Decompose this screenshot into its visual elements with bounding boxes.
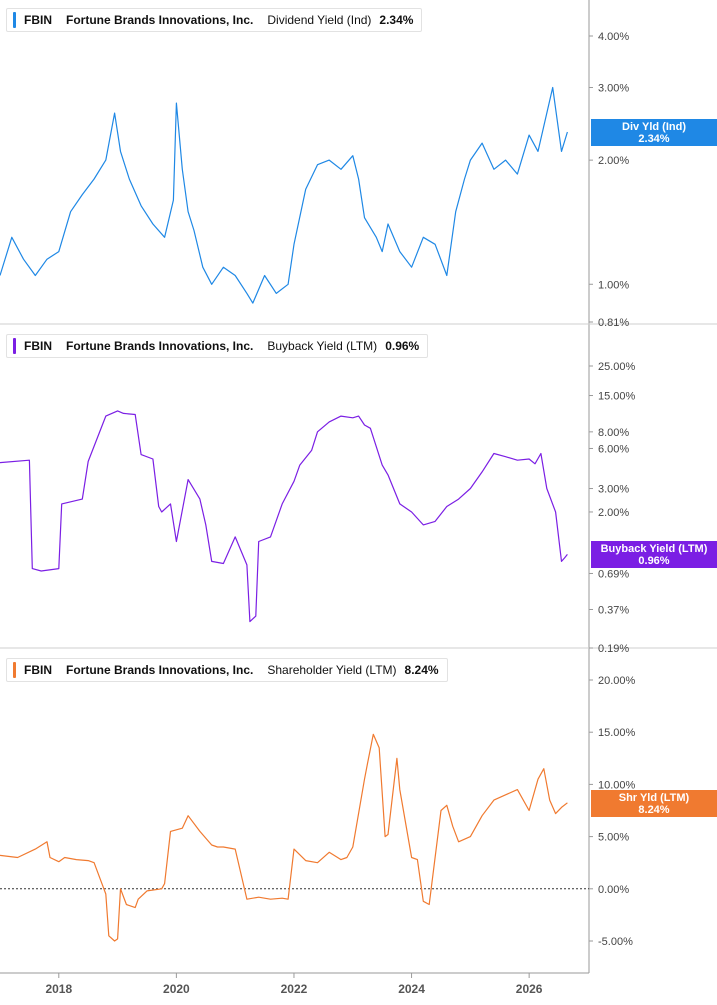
y-tick-label: 15.00% <box>598 391 636 403</box>
legend-value: 8.24% <box>404 663 439 677</box>
legend-dividend-yield: FBIN Fortune Brands Innovations, Inc. Di… <box>6 8 423 32</box>
y-tick-label: 2.00% <box>598 155 629 167</box>
y-tick-label: 0.69% <box>598 568 629 580</box>
legend-ticker: FBIN <box>24 13 52 27</box>
legend-metric: Buyback Yield (LTM) <box>267 339 378 353</box>
legend-company: Fortune Brands Innovations, Inc. <box>66 339 254 353</box>
y-tick-label: -5.00% <box>598 936 633 948</box>
y-tick-label: 25.00% <box>598 361 636 373</box>
legend-metric: Shareholder Yield (LTM) <box>267 663 397 677</box>
y-tick-label: 4.00% <box>598 31 629 43</box>
x-tick-label: 2020 <box>163 982 190 996</box>
legend-company: Fortune Brands Innovations, Inc. <box>66 663 254 677</box>
legend-buyback-yield: FBIN Fortune Brands Innovations, Inc. Bu… <box>6 334 429 358</box>
y-tick-label: 2.00% <box>598 507 629 519</box>
x-tick-label: 2018 <box>45 982 72 996</box>
y-tick-label: 8.00% <box>598 427 629 439</box>
y-tick-label: 6.00% <box>598 443 629 455</box>
tag-label: Shr Yld (LTM) <box>618 791 690 804</box>
y-tick-label: 0.37% <box>598 604 629 616</box>
legend-ticker: FBIN <box>24 663 52 677</box>
series-line-1 <box>0 410 568 623</box>
y-tick-label: 3.00% <box>598 484 629 496</box>
tag-value: 2.34% <box>638 132 670 145</box>
y-tick-label: 0.81% <box>598 317 629 329</box>
legend-company: Fortune Brands Innovations, Inc. <box>66 13 254 27</box>
series-line-2 <box>0 733 568 942</box>
tag-value: 0.96% <box>638 554 670 567</box>
legend-color-swatch <box>13 12 16 28</box>
y-tick-label: 10.00% <box>598 779 636 791</box>
x-tick-label: 2022 <box>281 982 308 996</box>
series-lines <box>0 86 589 942</box>
x-tick-label: 2026 <box>516 982 543 996</box>
tag-buyback-yield: Buyback Yield (LTM) 0.96% <box>591 541 717 568</box>
y-tick-label: 0.00% <box>598 884 629 896</box>
y-axes: 0.81% 1.00% 2.00% 3.00% 4.00% 0.19% 0.37% 0.69%… <box>589 31 636 948</box>
x-axis: 2018 2020 2022 2024 2026 <box>45 973 543 996</box>
legend-shareholder-yield: FBIN Fortune Brands Innovations, Inc. Sh… <box>6 658 448 682</box>
y-tick-label: 20.00% <box>598 675 636 687</box>
y-tick-label: 15.00% <box>598 727 636 739</box>
x-tick-label: 2024 <box>398 982 425 996</box>
tag-value: 8.24% <box>638 803 670 816</box>
legend-value: 0.96% <box>385 339 420 353</box>
legend-value: 2.34% <box>379 13 414 27</box>
panel-separators <box>0 0 717 974</box>
series-line-0 <box>0 86 568 304</box>
legend-color-swatch <box>13 662 16 678</box>
tag-shareholder-yield: Shr Yld (LTM) 8.24% <box>591 790 717 817</box>
tag-label: Div Yld (Ind) <box>622 120 686 133</box>
tag-dividend-yield: Div Yld (Ind) 2.34% <box>591 119 717 146</box>
y-tick-label: 5.00% <box>598 832 629 844</box>
legend-ticker: FBIN <box>24 339 52 353</box>
legend-metric: Dividend Yield (Ind) <box>267 13 372 27</box>
y-tick-label: 0.19% <box>598 643 629 655</box>
tag-label: Buyback Yield (LTM) <box>600 542 708 555</box>
legend-color-swatch <box>13 338 16 354</box>
y-tick-label: 3.00% <box>598 83 629 95</box>
y-tick-label: 1.00% <box>598 279 629 291</box>
